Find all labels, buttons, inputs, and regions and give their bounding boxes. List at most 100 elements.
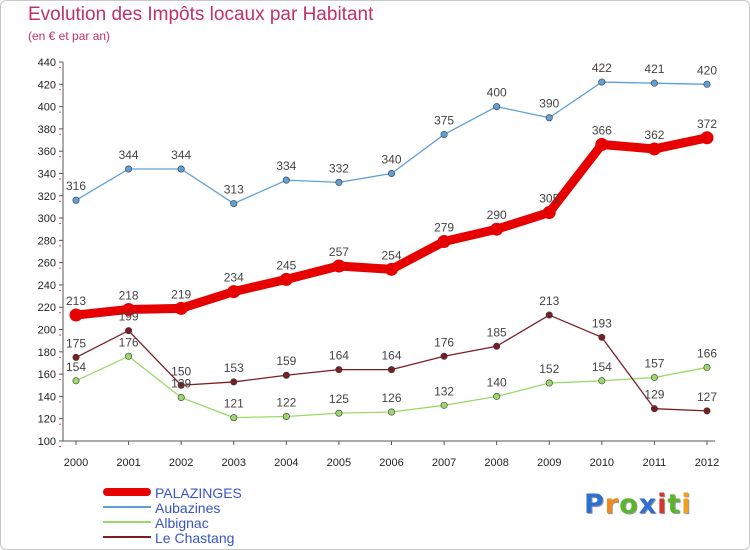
axes: 1001201401601802002202402602803003203403… <box>38 57 720 469</box>
y-tick-label: 400 <box>38 102 56 114</box>
series-aubazines <box>72 78 711 208</box>
x-tick-label: 2002 <box>169 457 193 469</box>
y-tick-label: 140 <box>38 391 56 403</box>
x-tick-label: 2009 <box>537 457 561 469</box>
data-label-aubazines: 313 <box>224 183 244 197</box>
data-point-albignac <box>440 401 448 409</box>
data-label-albignac: 140 <box>487 375 507 389</box>
logo-letter: i <box>657 489 668 520</box>
data-label-le-chastang: 153 <box>224 361 244 375</box>
data-label-albignac: 152 <box>539 362 559 376</box>
data-label-aubazines: 334 <box>276 159 296 173</box>
legend-label-le-chastang: Le Chastang <box>155 530 235 546</box>
data-point-palazinges <box>227 285 241 299</box>
y-tick-label: 340 <box>38 168 56 180</box>
data-point-albignac <box>650 373 658 381</box>
chart-title: Evolution des Impôts locaux par Habitant <box>28 4 374 25</box>
data-label-albignac: 132 <box>434 384 454 398</box>
data-label-palazinges: 218 <box>119 288 139 302</box>
data-label-le-chastang: 175 <box>66 336 86 350</box>
y-tick-label: 160 <box>38 369 56 381</box>
data-point-le-chastang <box>177 381 185 389</box>
data-point-albignac <box>230 414 238 422</box>
data-label-aubazines: 344 <box>119 148 139 162</box>
legend-swatch-aubazines <box>103 506 151 508</box>
data-point-aubazines <box>703 80 711 88</box>
data-point-aubazines <box>387 169 395 177</box>
data-label-le-chastang: 159 <box>276 354 296 368</box>
data-label-palazinges: 279 <box>434 220 454 234</box>
data-point-aubazines <box>545 114 553 122</box>
data-label-aubazines: 344 <box>171 148 191 162</box>
data-point-palazinges <box>490 222 504 236</box>
y-tick-label: 260 <box>38 258 56 270</box>
data-label-palazinges: 257 <box>329 245 349 259</box>
data-point-palazinges <box>595 137 609 151</box>
y-tick-label: 200 <box>38 325 56 337</box>
x-tick-label: 2000 <box>64 457 88 469</box>
data-label-aubazines: 316 <box>66 179 86 193</box>
y-tick-label: 360 <box>38 146 56 158</box>
x-tick-label: 2012 <box>695 457 719 469</box>
data-point-aubazines <box>650 79 658 87</box>
data-point-le-chastang <box>545 311 553 319</box>
data-point-albignac <box>177 394 185 402</box>
logo-letter: P <box>584 489 605 520</box>
legend-label-aubazines: Aubazines <box>155 500 221 516</box>
data-label-aubazines: 421 <box>644 62 664 76</box>
data-label-le-chastang: 176 <box>434 335 454 349</box>
data-label-palazinges: 213 <box>66 294 86 308</box>
y-tick-label: 420 <box>38 79 56 91</box>
data-label-le-chastang: 164 <box>381 349 401 363</box>
x-tick-label: 2010 <box>590 457 614 469</box>
data-label-le-chastang: 213 <box>539 294 559 308</box>
x-tick-label: 2007 <box>432 457 456 469</box>
data-point-le-chastang <box>440 352 448 360</box>
data-label-aubazines: 390 <box>539 97 559 111</box>
data-point-aubazines <box>335 178 343 186</box>
data-label-palazinges: 234 <box>224 271 244 285</box>
data-point-palazinges <box>385 262 398 276</box>
logo-letter: t <box>667 489 682 520</box>
data-label-palazinges: 305 <box>539 191 559 205</box>
data-point-le-chastang <box>72 353 80 361</box>
logo-letter: i <box>681 489 692 520</box>
data-label-le-chastang: 164 <box>329 349 349 363</box>
x-tick-label: 2003 <box>222 457 246 469</box>
data-label-palazinges: 362 <box>644 128 664 142</box>
data-label-aubazines: 332 <box>329 161 349 175</box>
x-tick-label: 2008 <box>484 457 508 469</box>
data-point-palazinges <box>542 205 556 219</box>
data-point-albignac <box>598 377 606 385</box>
data-label-albignac: 154 <box>66 360 86 374</box>
data-label-aubazines: 400 <box>487 86 507 100</box>
data-point-aubazines <box>440 130 448 138</box>
logo-letter: x <box>638 489 658 520</box>
data-point-albignac <box>703 363 711 371</box>
data-point-albignac <box>387 408 395 416</box>
data-point-palazinges <box>122 302 136 316</box>
data-point-le-chastang <box>125 327 133 335</box>
data-label-albignac: 166 <box>697 346 717 360</box>
data-point-aubazines <box>177 165 185 173</box>
data-point-palazinges <box>437 234 451 248</box>
data-point-aubazines <box>230 200 238 208</box>
data-label-le-chastang: 185 <box>487 325 507 339</box>
logo-letter: r <box>604 489 620 520</box>
data-label-aubazines: 340 <box>381 152 401 166</box>
series-layer <box>69 78 714 422</box>
data-label-albignac: 154 <box>592 360 612 374</box>
chart-subtitle: (en € et par an) <box>28 29 111 43</box>
x-tick-label: 2004 <box>274 457 298 469</box>
data-point-aubazines <box>125 165 133 173</box>
data-label-aubazines: 420 <box>697 63 717 77</box>
legend-swatch-albignac <box>103 521 151 523</box>
x-tick-label: 2005 <box>327 457 351 469</box>
legend-swatch-palazinges <box>103 488 151 496</box>
data-label-albignac: 139 <box>171 377 191 391</box>
data-point-palazinges <box>279 272 293 286</box>
series-albignac <box>72 352 711 422</box>
data-label-albignac: 176 <box>119 335 139 349</box>
